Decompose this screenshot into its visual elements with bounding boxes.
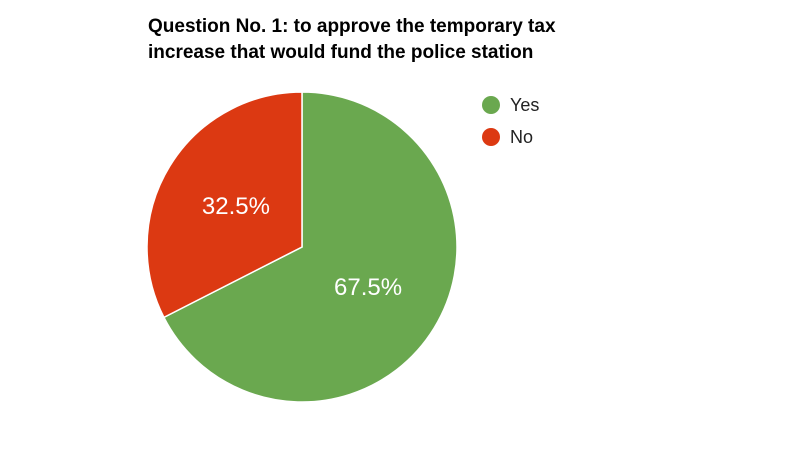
pie-slice-yes — [162, 91, 458, 403]
chart-title-line-2: increase that would fund the police stat… — [148, 42, 534, 63]
legend-item-yes: Yes — [482, 89, 539, 121]
slice-label-no: 32.5% — [202, 193, 270, 220]
legend-label-no: No — [510, 126, 534, 147]
legend-swatch-yes — [482, 96, 500, 114]
chart-title: Question No. 1: to approve the temporary… — [148, 14, 708, 66]
pie-slice-no — [146, 91, 303, 319]
slice-label-yes: 67.5% — [334, 274, 402, 301]
legend-item-no: No — [482, 121, 539, 153]
chart-legend: Yes No — [482, 89, 539, 153]
legend-label-yes: Yes — [510, 94, 540, 115]
legend-swatch-no — [482, 128, 500, 146]
chart-title-line-1: Question No. 1: to approve the temporary… — [148, 16, 556, 37]
